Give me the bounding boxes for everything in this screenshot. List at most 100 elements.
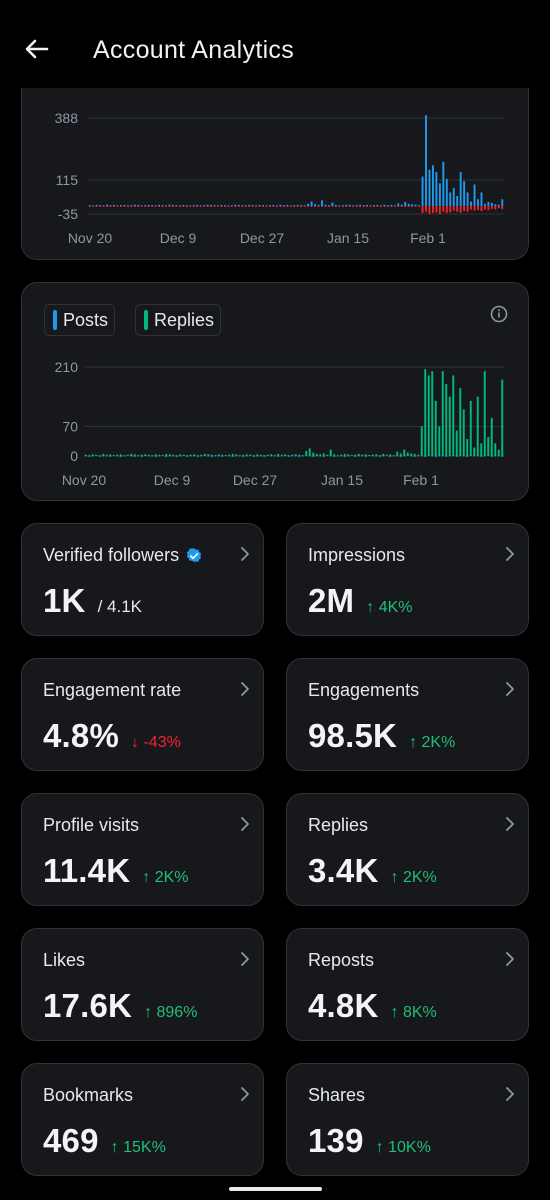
bar-series-0 — [210, 204, 213, 207]
stat-card-shares[interactable]: Shares 139 ↑ 10K% — [286, 1063, 529, 1176]
stat-change: ↑ 10K% — [375, 1139, 431, 1156]
bar-series-0 — [137, 204, 140, 207]
bar-series-1 — [234, 206, 237, 207]
bar-replies — [480, 443, 483, 456]
stat-value-row: 4.8K ↑ 8K% — [308, 987, 437, 1025]
legend-replies[interactable]: Replies — [135, 304, 222, 336]
stat-card-engagements[interactable]: Engagements 98.5K ↑ 2K% — [286, 658, 529, 771]
bar-series-1 — [414, 206, 417, 207]
legend-posts-label: Posts — [63, 309, 109, 330]
bar-replies — [235, 454, 238, 456]
bar-series-0 — [262, 205, 265, 207]
bar-replies — [249, 454, 252, 456]
bar-series-0 — [490, 202, 493, 207]
stat-card-engagement-rate[interactable]: Engagement rate 4.8% ↓ -43% — [21, 658, 264, 771]
stat-change: ↑ 2K% — [142, 869, 189, 886]
bar-series-1 — [113, 206, 115, 207]
bar-series-1 — [334, 206, 337, 207]
bar-replies — [95, 454, 98, 456]
stat-change: ↑ 8K% — [390, 1004, 437, 1021]
bar-series-0 — [483, 203, 486, 207]
bar-series-1 — [456, 206, 459, 212]
stat-card-reposts[interactable]: Reposts 4.8K ↑ 8K% — [286, 928, 529, 1041]
bar-posts — [133, 456, 136, 457]
bar-replies — [385, 454, 388, 456]
bar-series-0 — [213, 205, 216, 207]
x-tick-label: Dec 27 — [233, 472, 278, 488]
bar-replies — [88, 455, 91, 456]
bar-series-0 — [123, 204, 126, 207]
bar-posts — [445, 456, 448, 457]
stat-card-verified-followers[interactable]: Verified followers 1K / 4.1K — [21, 523, 264, 636]
bar-series-0 — [369, 205, 372, 207]
stat-card-likes[interactable]: Likes 17.6K ↑ 896% — [21, 928, 264, 1041]
bar-series-1 — [116, 206, 119, 207]
bar-series-0 — [425, 115, 427, 207]
bar-replies — [490, 417, 493, 456]
bar-series-0 — [203, 205, 206, 207]
bar-replies — [455, 430, 458, 456]
bar-replies — [403, 449, 406, 456]
bar-replies — [186, 455, 189, 456]
stat-card-bookmarks[interactable]: Bookmarks 469 ↑ 15K% — [21, 1063, 264, 1176]
bar-series-0 — [470, 201, 473, 207]
stat-card-replies[interactable]: Replies 3.4K ↑ 2K% — [286, 793, 529, 906]
bar-series-0 — [161, 205, 164, 207]
bar-series-0 — [473, 184, 476, 207]
bar-posts — [210, 456, 213, 457]
bar-series-1 — [428, 206, 431, 214]
bar-series-1 — [383, 206, 386, 207]
bar-series-1 — [255, 206, 258, 207]
x-tick-label: Dec 9 — [154, 472, 191, 488]
stat-label-text: Profile visits — [43, 815, 140, 835]
stat-value-row: 4.8% ↓ -43% — [43, 717, 181, 755]
stat-change: ↑ 896% — [144, 1004, 198, 1021]
bar-posts — [88, 456, 91, 457]
posts-swatch — [53, 310, 57, 330]
y-tick-label: 210 — [55, 359, 79, 375]
stat-card-profile-visits[interactable]: Profile visits 11.4K ↑ 2K% — [21, 793, 264, 906]
bar-replies — [291, 454, 294, 456]
bar-posts — [263, 456, 266, 457]
info-icon[interactable] — [490, 305, 508, 323]
y-tick-label: 388 — [55, 110, 79, 126]
bar-series-0 — [331, 202, 334, 207]
replies-swatch — [144, 310, 148, 330]
bar-series-1 — [425, 206, 427, 212]
bar-series-1 — [230, 206, 233, 207]
bar-series-1 — [397, 206, 400, 207]
bar-series-0 — [95, 204, 98, 207]
bar-replies — [476, 396, 479, 456]
bar-series-1 — [431, 206, 434, 213]
bar-replies — [203, 453, 206, 456]
bar-series-1 — [338, 206, 341, 207]
bar-series-0 — [445, 178, 448, 207]
bar-series-1 — [279, 206, 282, 207]
bar-series-1 — [400, 206, 403, 207]
bar-replies — [298, 454, 301, 456]
bar-series-1 — [421, 206, 424, 213]
bar-replies — [179, 454, 182, 456]
chevron-right-icon — [506, 547, 514, 561]
stat-card-impressions[interactable]: Impressions 2M ↑ 4K% — [286, 523, 529, 636]
bar-replies — [242, 454, 245, 456]
bar-series-0 — [421, 176, 424, 207]
bar-replies — [399, 453, 402, 456]
bar-replies — [116, 454, 119, 456]
legend-posts[interactable]: Posts — [44, 304, 116, 336]
bar-series-1 — [449, 206, 452, 213]
bar-posts — [322, 456, 325, 457]
bar-series-0 — [376, 204, 379, 207]
bar-series-1 — [314, 206, 317, 207]
back-arrow-icon[interactable] — [22, 34, 52, 64]
bar-series-1 — [466, 206, 469, 212]
bar-series-0 — [456, 195, 459, 207]
posts-replies-chart-card: Posts Replies 210 70 0 Nov 20 Dec 9 Dec 27 Jan… — [21, 282, 529, 501]
bar-series-1 — [154, 206, 157, 207]
bar-series-0 — [300, 205, 303, 207]
stat-total: / 4.1K — [97, 597, 143, 616]
bar-series-1 — [307, 206, 310, 207]
stat-label-text: Bookmarks — [43, 1085, 134, 1105]
bar-series-1 — [133, 206, 136, 207]
x-tick-label: Nov 20 — [68, 230, 113, 246]
